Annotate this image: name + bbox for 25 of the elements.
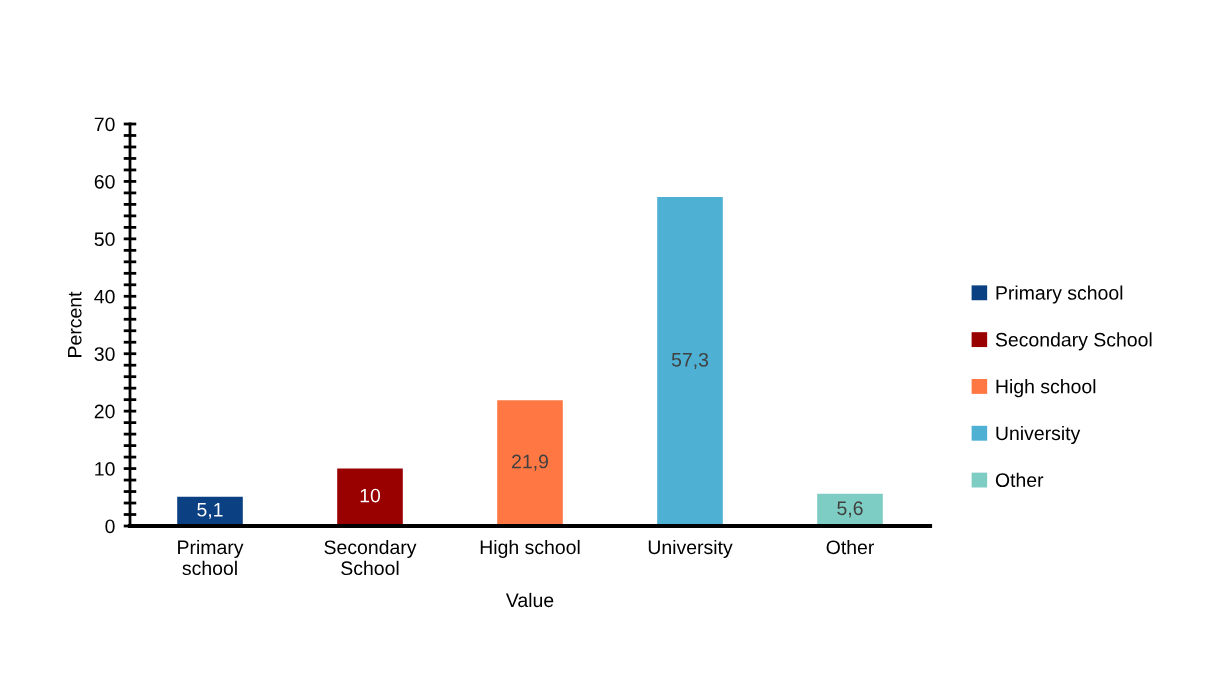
legend-label: Secondary School	[995, 332, 1152, 351]
y-tick-label: 20	[94, 404, 115, 419]
y-tick-label: 70	[94, 117, 115, 132]
x-tick-label: Primary school	[178, 539, 244, 576]
data-label: 21,9	[512, 454, 548, 471]
legend-label: Primary school	[996, 285, 1123, 304]
legend-label: Other	[995, 472, 1044, 488]
y-axis-title: Percent	[68, 291, 82, 357]
x-axis-title: Value	[505, 592, 554, 608]
x-tick-label: High school	[480, 539, 580, 559]
legend-label: University	[996, 425, 1081, 445]
y-tick-label: 50	[94, 232, 115, 247]
x-tick-label: Other	[826, 539, 874, 555]
x-tick-label: Secondary School	[324, 539, 417, 576]
y-tick-label: 10	[95, 462, 115, 476]
data-label: 57,3	[671, 352, 709, 369]
y-tick-label: 30	[94, 347, 115, 361]
data-label: 5,1	[197, 503, 223, 519]
y-tick-label: 60	[94, 174, 115, 189]
x-tick-label: University	[648, 539, 733, 559]
data-label: 10	[360, 488, 381, 503]
y-tick-label: 0	[105, 519, 115, 534]
legend-label: High school	[996, 379, 1096, 398]
data-label: 5,6	[837, 501, 863, 518]
y-tick-label: 40	[94, 289, 115, 304]
